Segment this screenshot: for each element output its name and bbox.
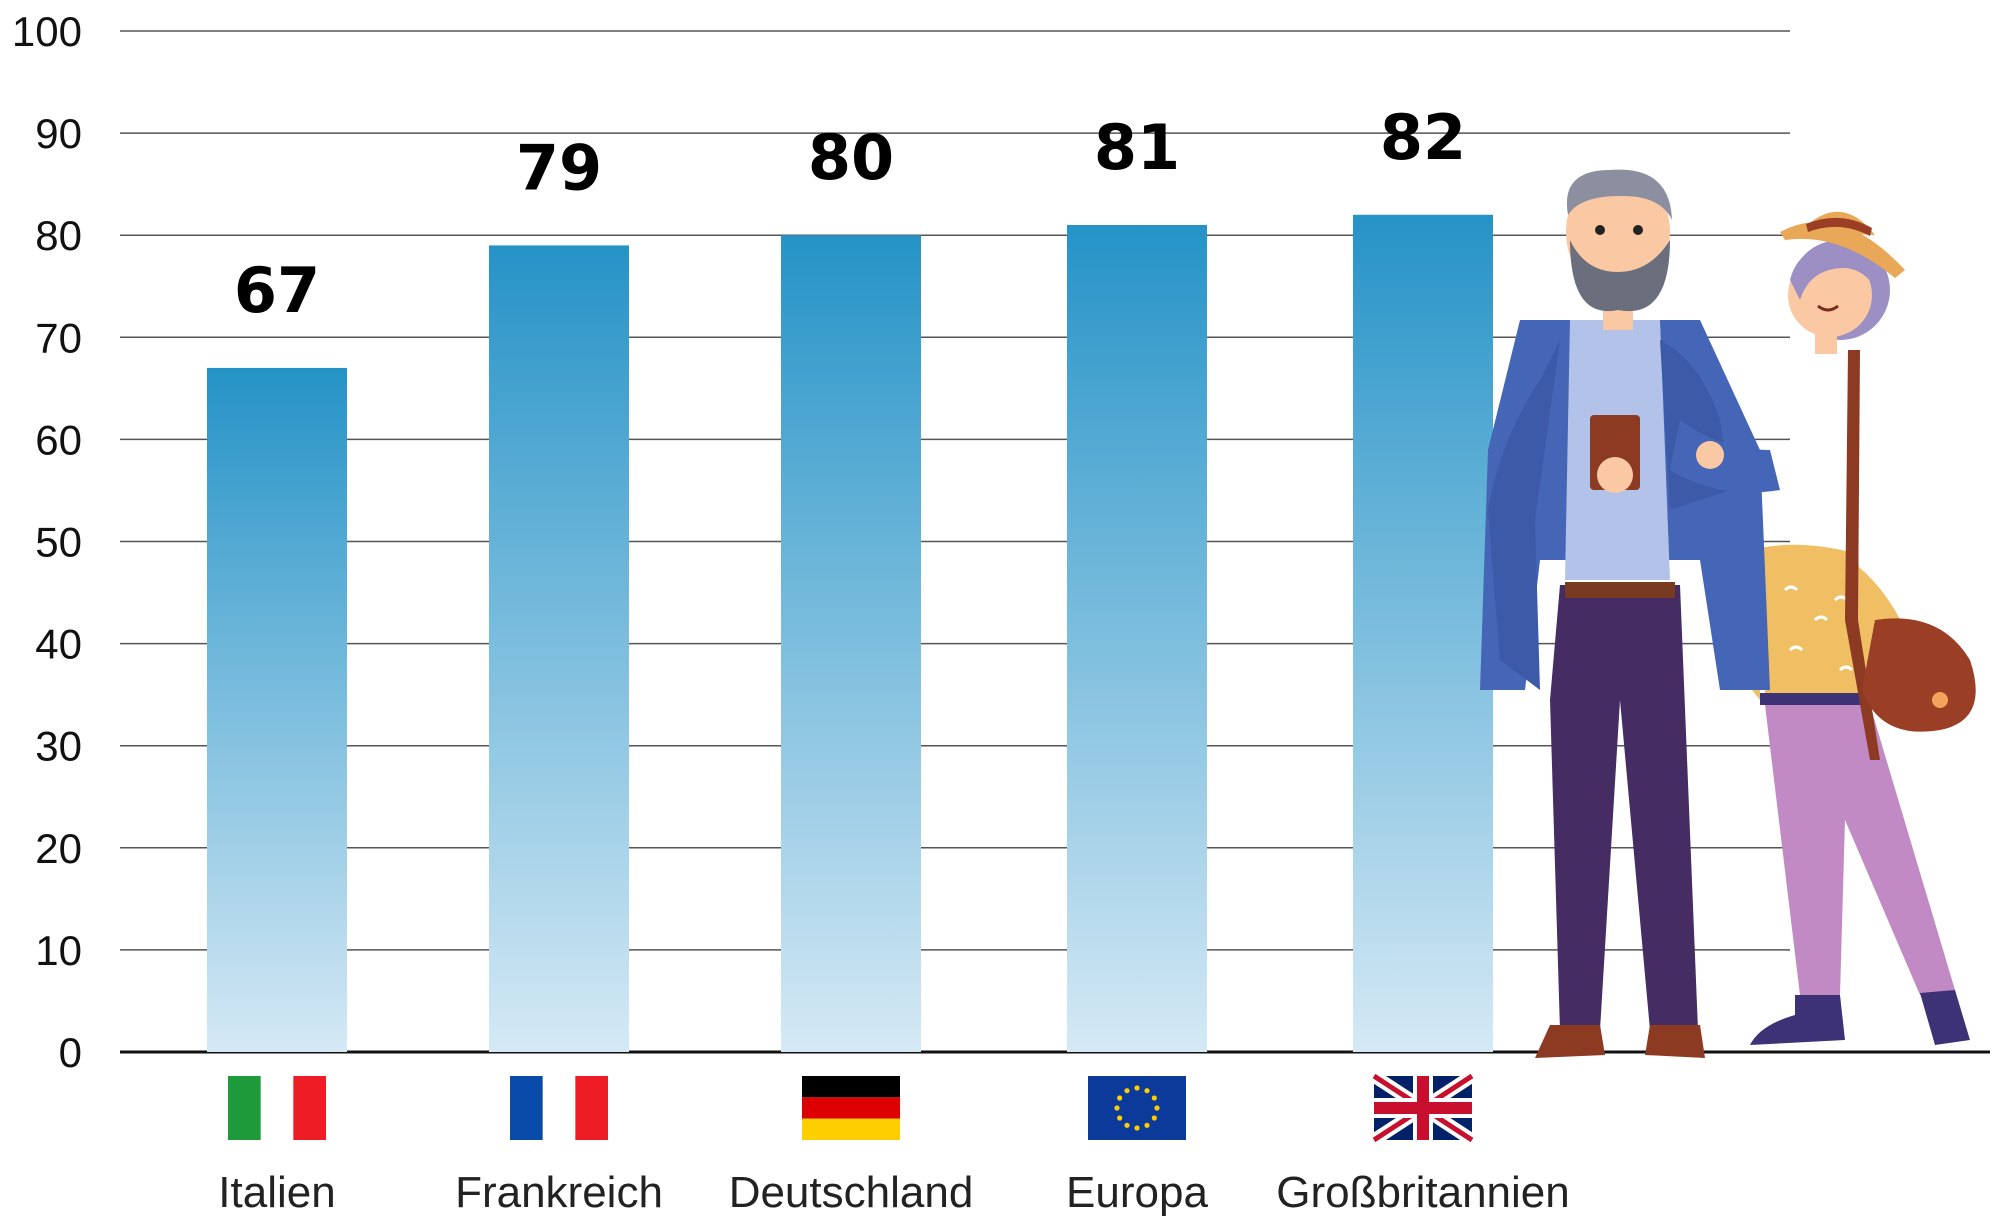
data-label: 81 [1094,111,1180,184]
y-tick-label: 80 [35,212,82,259]
data-label: 67 [234,254,320,327]
x-category-label: Italien [218,1168,335,1217]
bar-europa [1067,224,1207,1053]
data-label: 80 [808,121,894,194]
italy-flag-icon [228,1076,326,1140]
x-axis-categories: Italien Frankreich Deutschland Europa Großbr… [218,1168,1569,1217]
y-tick-label: 10 [35,927,82,974]
y-tick-label: 60 [35,416,82,463]
flags [228,1070,1476,1146]
x-category-label: Frankreich [455,1168,663,1217]
y-tick-label: 90 [35,110,82,157]
y-tick-label: 40 [35,621,82,668]
elderly-couple-illustration [1480,169,1976,1058]
eu-flag-icon [1088,1076,1186,1140]
y-tick-label: 30 [35,723,82,770]
germany-flag-icon [802,1076,900,1140]
bar-großbritannien [1353,214,1493,1052]
y-tick-label: 100 [12,8,82,55]
data-label: 82 [1380,101,1466,174]
bar-deutschland [781,235,921,1052]
bars [207,214,1493,1053]
y-tick-label: 50 [35,519,82,566]
y-axis-ticks: 0 10 20 30 40 50 60 70 80 90 100 [12,8,82,1076]
man-figure [1480,169,1780,1058]
y-tick-label: 20 [35,825,82,872]
x-category-label: Deutschland [729,1168,974,1217]
bar-italien [207,367,347,1052]
uk-flag-icon [1370,1070,1476,1146]
data-labels: 67 79 80 81 82 [234,101,1466,327]
bar-frankreich [489,245,629,1052]
x-category-label: Großbritannien [1276,1168,1569,1217]
y-tick-label: 0 [59,1029,82,1076]
france-flag-icon [510,1076,608,1140]
y-tick-label: 70 [35,314,82,361]
data-label: 79 [516,131,602,204]
x-category-label: Europa [1066,1168,1208,1217]
